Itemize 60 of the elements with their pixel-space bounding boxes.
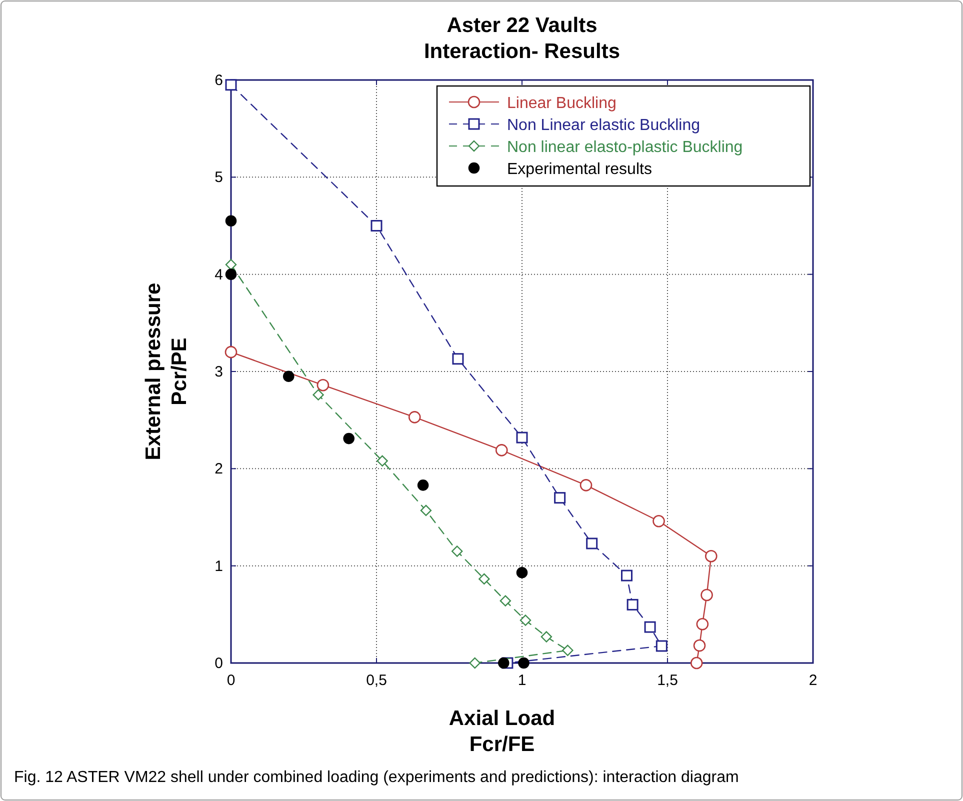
point <box>693 639 706 652</box>
legend-label: Non linear elasto-plastic Buckling <box>507 139 743 156</box>
point <box>696 618 709 630</box>
point <box>316 378 330 392</box>
point <box>452 353 464 365</box>
point <box>478 573 490 585</box>
x-tick-label: 0 <box>226 672 236 689</box>
point <box>370 220 382 232</box>
point <box>282 370 294 382</box>
point <box>580 479 592 492</box>
y-tick-label: 2 <box>214 460 223 478</box>
y-tick-label: 5 <box>214 169 223 186</box>
point <box>452 546 463 557</box>
point <box>420 504 432 516</box>
point <box>500 595 512 606</box>
point <box>225 215 237 227</box>
y-axis-title: External pressure Pcr/PE <box>142 282 191 460</box>
point <box>498 657 510 669</box>
point <box>225 79 237 91</box>
point <box>690 656 703 670</box>
point <box>225 268 237 280</box>
point <box>626 598 638 610</box>
point <box>656 640 668 652</box>
x-tick-label: 1,5 <box>657 672 678 689</box>
legend-label: Non Linear elastic Buckling <box>507 117 700 134</box>
point <box>312 389 324 400</box>
point <box>495 444 508 456</box>
point <box>540 631 552 642</box>
y-tick-label: 1 <box>214 558 223 575</box>
point <box>652 514 665 528</box>
legend-label: Linear Buckling <box>507 95 616 112</box>
point <box>408 411 421 424</box>
chart-title: Aster 22 Vaults Interaction- Results <box>424 14 620 63</box>
point <box>705 550 718 562</box>
point <box>520 614 532 626</box>
point <box>516 432 528 444</box>
x-axis-title: Axial Load Fcr/FE <box>448 707 556 756</box>
point <box>586 538 598 550</box>
point <box>554 492 566 504</box>
point <box>225 259 237 270</box>
point <box>516 566 528 578</box>
caption: Fig. 12 ASTER VM22 shell under combined loading (experiments and predictions): interaction diagram <box>14 769 739 786</box>
point <box>644 621 656 633</box>
x-tick-label: 1 <box>518 672 526 689</box>
point <box>562 644 574 656</box>
y-tick-label: 3 <box>214 364 223 380</box>
y-tick-label: 6 <box>214 72 223 89</box>
point <box>469 657 480 669</box>
point <box>417 480 429 491</box>
x-tick-label: 2 <box>808 672 818 689</box>
point <box>518 657 530 669</box>
point <box>700 588 713 602</box>
point <box>224 346 238 358</box>
y-tick-label: 0 <box>214 655 223 672</box>
point <box>376 455 388 466</box>
point <box>343 432 355 444</box>
point <box>621 570 633 582</box>
y-tick-label: 4 <box>214 266 223 284</box>
legend-label: Experimental results <box>507 161 652 178</box>
x-tick-label: 0,5 <box>366 672 387 689</box>
